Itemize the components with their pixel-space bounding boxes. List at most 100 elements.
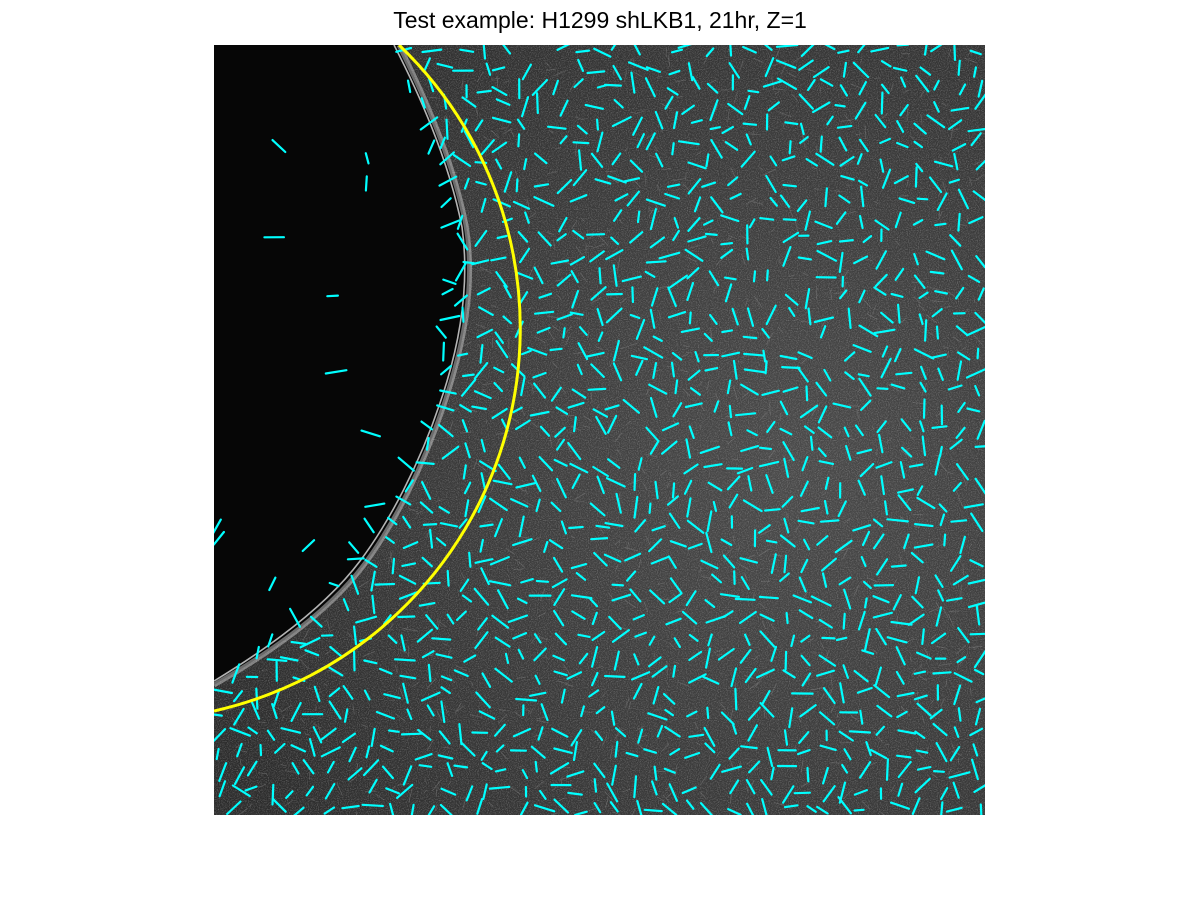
fiber-segment (569, 256, 586, 266)
fiber-segment (916, 496, 936, 510)
fiber-segment (899, 76, 907, 88)
fiber-segment (548, 539, 564, 550)
fiber-segment (439, 136, 446, 150)
fiber-segment (495, 271, 508, 288)
fiber-segment (819, 78, 834, 87)
fiber-segment (362, 759, 380, 777)
fiber-segment (572, 740, 578, 762)
fiber-segment (694, 351, 700, 363)
fiber-segment (459, 578, 470, 593)
fiber-segment (721, 351, 741, 358)
fiber-segment (967, 601, 985, 609)
fiber-segment (476, 797, 484, 815)
fiber-segment (732, 359, 738, 380)
fiber-segment (591, 611, 598, 626)
fiber-segment (688, 733, 705, 738)
fiber-segment (955, 325, 969, 336)
fiber-segment (531, 78, 548, 97)
fiber-segment (799, 135, 809, 145)
fiber-segment (459, 48, 475, 53)
fiber-segment (957, 212, 961, 232)
fiber-segment (690, 119, 703, 124)
fiber-segment (558, 216, 568, 233)
fiber-segment (792, 594, 813, 604)
fiber-segment (519, 247, 531, 264)
fiber-segment (440, 364, 452, 376)
fiber-segment (816, 535, 829, 546)
fiber-segment (724, 140, 739, 151)
fiber-segment (524, 211, 530, 224)
fiber-segment (955, 426, 966, 439)
fiber-segment (497, 589, 509, 610)
fiber-segment (699, 802, 714, 815)
fiber-segment (468, 551, 472, 568)
fiber-segment (462, 464, 467, 480)
fiber-segment (288, 607, 302, 628)
fiber-segment (947, 384, 963, 391)
fiber-segment (423, 57, 431, 72)
fiber-segment (685, 438, 692, 459)
fiber-segment (967, 578, 985, 585)
fiber-segment (649, 396, 658, 418)
fiber-segment (495, 340, 509, 359)
fiber-segment (812, 66, 830, 79)
fiber-segment (475, 180, 487, 186)
fiber-segment (914, 166, 918, 188)
fiber-segment (916, 197, 929, 201)
fiber-segment (907, 613, 925, 626)
fiber-segment (922, 398, 926, 419)
fiber-segment (931, 308, 943, 318)
fiber-segment (554, 632, 568, 646)
fiber-segment (632, 116, 643, 136)
fiber-segment (783, 729, 789, 746)
fiber-segment (535, 579, 550, 583)
fiber-segment (918, 291, 929, 300)
fiber-segment (762, 349, 767, 363)
fiber-segment (610, 45, 617, 51)
fiber-segment (533, 196, 555, 207)
fiber-segment (512, 538, 533, 547)
fiber-segment (844, 445, 852, 461)
fiber-segment (328, 666, 344, 677)
fiber-segment (826, 115, 834, 126)
fiber-segment (233, 766, 246, 786)
fiber-segment (631, 286, 634, 304)
fiber-segment (853, 669, 869, 683)
fiber-segment (798, 93, 815, 110)
fiber-segment (446, 762, 454, 778)
fiber-segment (614, 740, 619, 758)
fiber-segment (740, 745, 758, 750)
fiber-segment (379, 744, 394, 753)
fiber-segment (724, 276, 737, 281)
fiber-segment (439, 522, 459, 528)
fiber-segment (930, 632, 947, 645)
fiber-segment (818, 654, 837, 667)
fiber-segment (436, 404, 455, 412)
fiber-segment (438, 423, 454, 438)
fiber-segment (706, 82, 719, 94)
fiber-segment (385, 787, 400, 795)
fiber-segment (743, 352, 766, 357)
fiber-segment (523, 158, 528, 171)
fiber-segment (612, 339, 620, 362)
fiber-segment (323, 806, 336, 815)
fiber-segment (456, 214, 464, 230)
fiber-segment (799, 404, 819, 419)
fiber-segment (512, 631, 528, 640)
fiber-segment (457, 352, 469, 357)
fiber-segment (485, 62, 492, 76)
fiber-segment (427, 805, 436, 815)
fiber-segment (520, 577, 534, 584)
fiber-segment (921, 628, 925, 646)
fiber-segment (686, 267, 700, 280)
fiber-segment (266, 658, 288, 663)
fiber-segment (480, 567, 490, 586)
fiber-segment (402, 541, 419, 550)
fiber-segment (591, 630, 606, 642)
fiber-segment (930, 45, 943, 53)
fiber-segment (493, 366, 505, 374)
fiber-segment (896, 691, 915, 698)
fiber-segment (647, 712, 668, 721)
fiber-segment (974, 311, 985, 325)
fiber-segment (761, 328, 770, 339)
